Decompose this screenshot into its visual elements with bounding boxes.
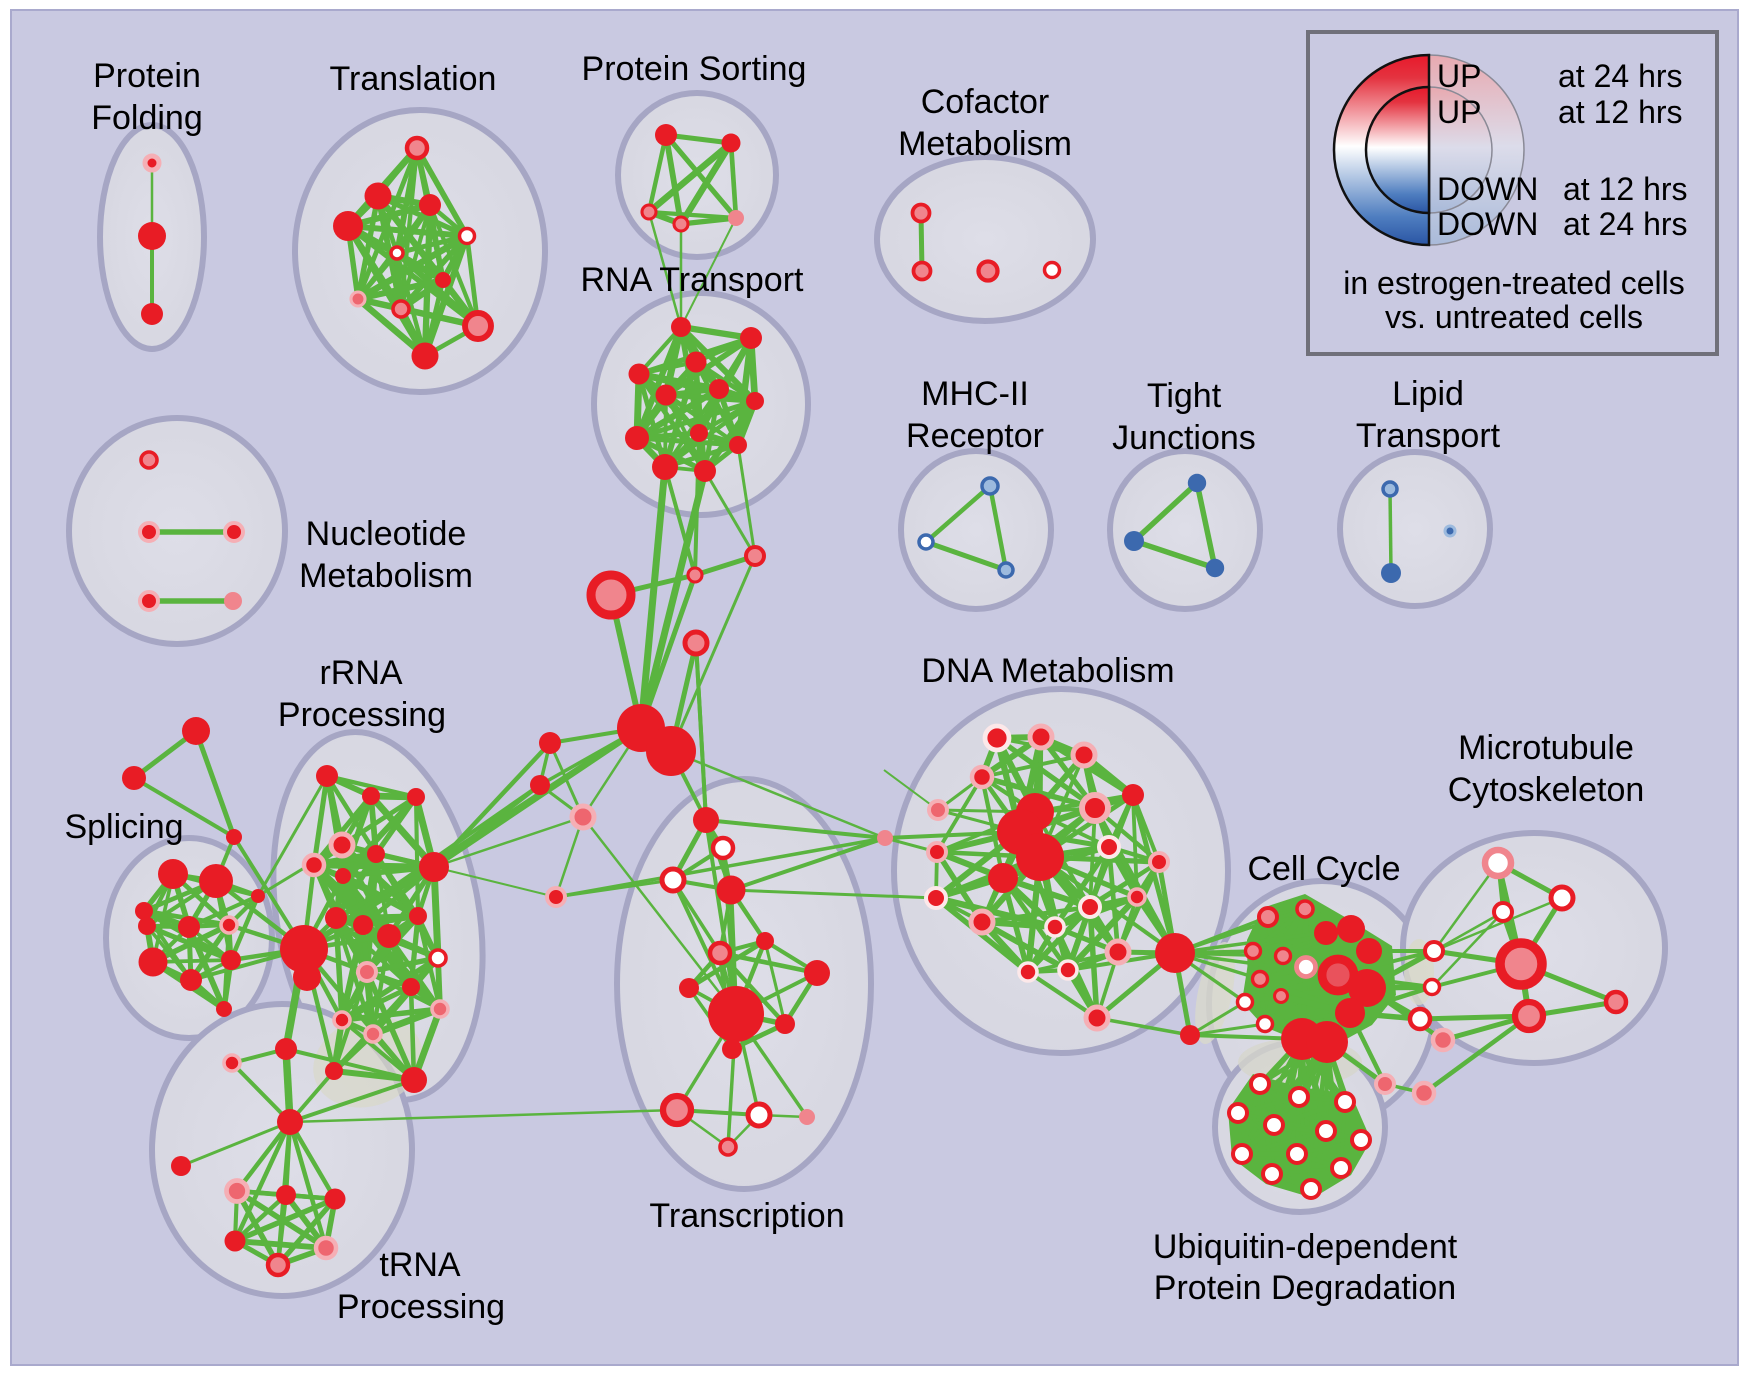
svg-text:Metabolism: Metabolism bbox=[898, 125, 1072, 163]
svg-text:vs. untreated cells: vs. untreated cells bbox=[1385, 299, 1643, 335]
svg-text:Protein Sorting: Protein Sorting bbox=[582, 50, 807, 88]
svg-text:at 12 hrs: at 12 hrs bbox=[1558, 94, 1683, 130]
svg-text:Cell Cycle: Cell Cycle bbox=[1247, 850, 1400, 888]
svg-text:Transport: Transport bbox=[1356, 417, 1501, 455]
svg-text:DOWN: DOWN bbox=[1437, 171, 1538, 207]
svg-text:Cytoskeleton: Cytoskeleton bbox=[1448, 771, 1645, 809]
svg-text:Processing: Processing bbox=[278, 696, 446, 734]
svg-text:Protein Degradation: Protein Degradation bbox=[1154, 1269, 1456, 1307]
svg-text:Lipid: Lipid bbox=[1392, 375, 1464, 413]
svg-text:MHC-II: MHC-II bbox=[921, 375, 1029, 413]
svg-text:Protein: Protein bbox=[93, 57, 201, 95]
svg-text:tRNA: tRNA bbox=[379, 1246, 461, 1284]
svg-text:Receptor: Receptor bbox=[906, 417, 1044, 455]
svg-text:Ubiquitin-dependent: Ubiquitin-dependent bbox=[1153, 1228, 1458, 1266]
svg-text:at 12 hrs: at 12 hrs bbox=[1563, 171, 1688, 207]
svg-text:in estrogen-treated cells: in estrogen-treated cells bbox=[1343, 265, 1685, 301]
svg-text:UP: UP bbox=[1437, 94, 1481, 130]
svg-text:Folding: Folding bbox=[91, 99, 203, 137]
svg-text:Microtubule: Microtubule bbox=[1458, 729, 1634, 767]
svg-text:Transcription: Transcription bbox=[649, 1197, 844, 1235]
svg-text:RNA Transport: RNA Transport bbox=[581, 261, 805, 299]
svg-text:Nucleotide: Nucleotide bbox=[306, 515, 467, 553]
svg-text:DNA Metabolism: DNA Metabolism bbox=[921, 652, 1174, 690]
svg-text:rRNA: rRNA bbox=[319, 654, 402, 692]
svg-text:Tight: Tight bbox=[1147, 377, 1222, 415]
svg-text:at 24 hrs: at 24 hrs bbox=[1563, 206, 1688, 242]
svg-text:DOWN: DOWN bbox=[1437, 206, 1538, 242]
svg-text:Translation: Translation bbox=[330, 60, 497, 98]
svg-text:Processing: Processing bbox=[337, 1288, 505, 1326]
svg-text:at 24 hrs: at 24 hrs bbox=[1558, 58, 1683, 94]
svg-text:Junctions: Junctions bbox=[1112, 419, 1256, 457]
svg-text:UP: UP bbox=[1437, 58, 1481, 94]
svg-text:Cofactor: Cofactor bbox=[921, 83, 1050, 121]
svg-text:Metabolism: Metabolism bbox=[299, 557, 473, 595]
svg-text:Splicing: Splicing bbox=[64, 808, 183, 846]
